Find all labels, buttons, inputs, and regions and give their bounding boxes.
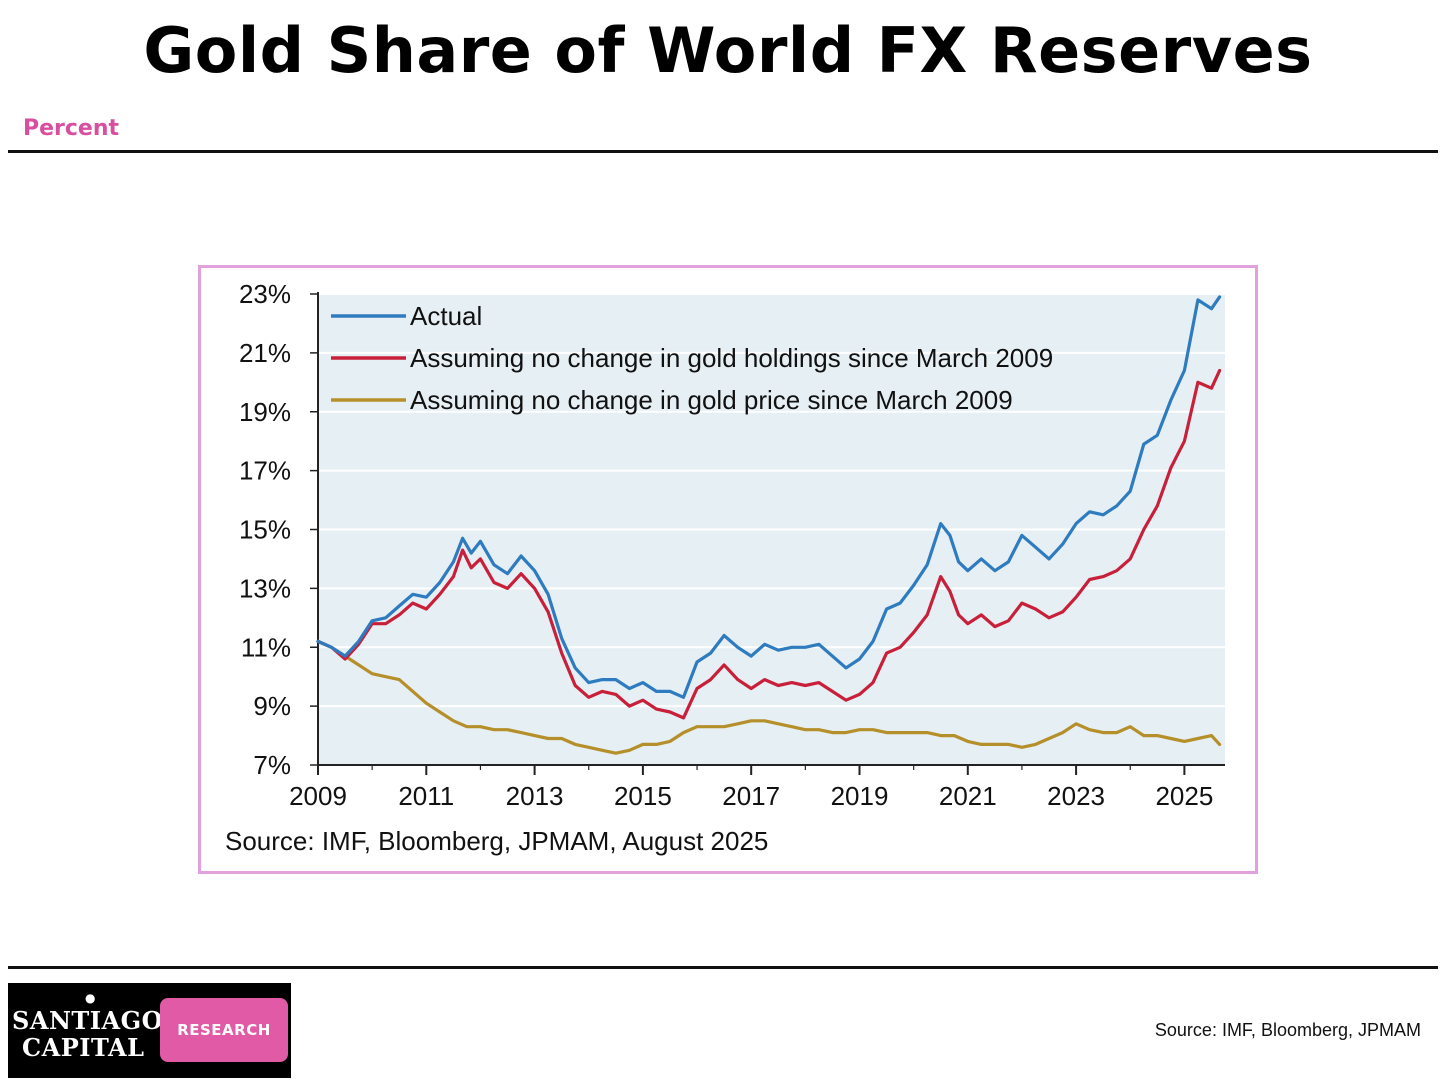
santiago-capital-logo: ● SANTIAGO CAPITAL RESEARCH	[8, 983, 291, 1078]
y-tick-label: 7%	[253, 750, 291, 780]
unit-label: Percent	[23, 116, 120, 141]
chart-frame: 23% 21% 19% 17% 15% 13% 11% 9% 7% 2009 2011 2013 201…	[198, 265, 1258, 874]
logo-badge: RESEARCH	[160, 998, 288, 1062]
x-tick-label: 2023	[1047, 781, 1105, 811]
page-title: Gold Share of World FX Reserves	[143, 14, 1313, 87]
x-tick-label: 2019	[831, 781, 889, 811]
series-line-2	[316, 368, 1222, 720]
y-tick-label: 21%	[239, 338, 291, 368]
x-tick-label: 2025	[1155, 781, 1213, 811]
bottom-divider	[8, 966, 1438, 969]
x-tick-label: 2021	[939, 781, 997, 811]
series-line-3	[316, 639, 1222, 755]
y-tick-label: 11%	[241, 632, 291, 662]
x-tick-label: 2013	[506, 781, 564, 811]
chart-source-note: Source: IMF, Bloomberg, JPMAM, August 20…	[225, 826, 768, 856]
x-tick-label: 2009	[289, 781, 347, 811]
series-line-1	[316, 295, 1222, 699]
legend-label-1: Actual	[410, 301, 482, 331]
footer-source: Source: IMF, Bloomberg, JPMAM	[1154, 1020, 1421, 1040]
logo-line2: CAPITAL	[22, 1033, 145, 1062]
y-tick-label: 13%	[239, 573, 291, 603]
x-tick-label: 2015	[614, 781, 672, 811]
y-tick-label: 15%	[239, 515, 291, 545]
y-tick-label: 9%	[253, 691, 291, 721]
y-tick-label: 19%	[239, 397, 291, 427]
logo-star-icon: ●	[85, 991, 96, 1005]
logo-line1: SANTIAGO	[12, 1006, 163, 1035]
top-divider	[8, 150, 1438, 153]
legend-label-2: Assuming no change in gold holdings sinc…	[410, 343, 1053, 373]
y-tick-label: 17%	[239, 456, 291, 486]
y-tick-label: 23%	[239, 279, 291, 309]
legend-label-3: Assuming no change in gold price since M…	[410, 385, 1013, 415]
line-chart: 23% 21% 19% 17% 15% 13% 11% 9% 7%2009 2011 2013 201…	[225, 279, 1225, 856]
x-tick-label: 2017	[722, 781, 780, 811]
x-tick-label: 2011	[398, 781, 454, 811]
